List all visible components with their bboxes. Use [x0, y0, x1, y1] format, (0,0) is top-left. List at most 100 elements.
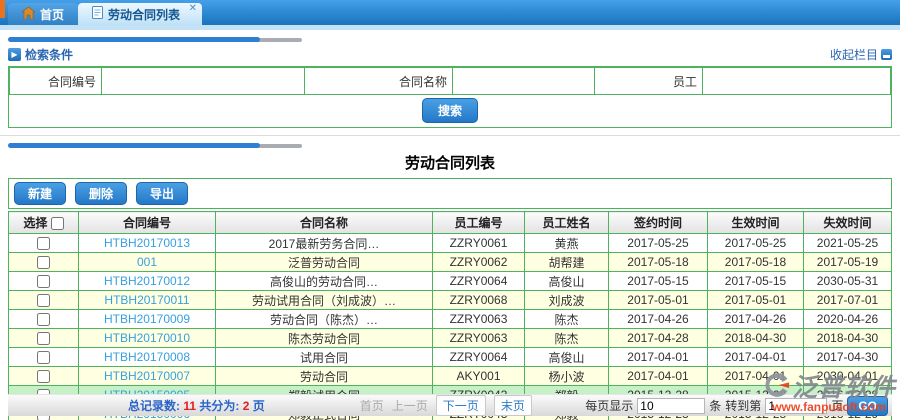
- contract-id-link[interactable]: HTBH20170010: [103, 331, 191, 345]
- emp-name-cell: 胡帮建: [524, 252, 609, 272]
- table-row: HTBH20170013 2017最新劳务合同… ZZRY0061 黄燕 201…: [8, 233, 892, 253]
- sign-date-cell: 2017-04-01: [608, 347, 708, 367]
- header-start-date: 生效时间: [707, 211, 804, 234]
- row-checkbox[interactable]: [37, 332, 50, 346]
- collapse-link-label: 收起栏目: [829, 48, 878, 62]
- contract-id-link[interactable]: HTBH20170012: [103, 274, 191, 288]
- contract-name-cell: 劳动合同（陈杰）…: [215, 309, 433, 329]
- row-checkbox[interactable]: [37, 237, 50, 251]
- contract-id-input[interactable]: [102, 68, 304, 94]
- header-end-date: 失效时间: [803, 211, 892, 234]
- contract-id-link[interactable]: HTBH20170011: [104, 293, 190, 307]
- row-checkbox[interactable]: [37, 294, 50, 308]
- contract-id-link[interactable]: HTBH20170008: [103, 350, 191, 364]
- export-button[interactable]: 导出: [136, 182, 189, 205]
- start-date-cell: 2017-05-15: [707, 271, 804, 291]
- pages-suffix: 页: [252, 399, 265, 413]
- contract-id-link[interactable]: 001: [136, 255, 158, 269]
- tab-home[interactable]: 首页: [8, 3, 79, 25]
- contract-name-cell: 2017最新劳务合同…: [215, 233, 433, 253]
- search-panel-title: 检索条件: [25, 48, 74, 62]
- header-select-label: 选择: [23, 216, 48, 230]
- sign-date-cell: 2017-04-28: [608, 328, 708, 348]
- select-all-checkbox[interactable]: [50, 217, 64, 231]
- row-select-cell: [8, 347, 79, 367]
- table-row: HTBH20170009 劳动合同（陈杰）… ZZRY0063 陈杰 2017-…: [8, 309, 892, 329]
- row-id-cell: HTBH20170011: [78, 290, 216, 310]
- last-page-link[interactable]: 末页: [493, 395, 532, 416]
- per-page-input[interactable]: [637, 397, 706, 414]
- row-id-cell: HTBH20170009: [78, 309, 216, 329]
- header-sign-date: 签约时间: [608, 211, 708, 234]
- search-button-row: 搜索: [9, 95, 891, 127]
- emp-name-cell: 陈杰: [524, 309, 609, 329]
- employee-input[interactable]: [703, 68, 890, 94]
- end-date-cell: 2018-04-30: [803, 328, 892, 348]
- row-checkbox[interactable]: [37, 275, 50, 289]
- expand-icon[interactable]: ▶: [8, 48, 21, 61]
- table-row: HTBH20170012 高俊山的劳动合同… ZZRY0064 高俊山 2017…: [8, 271, 892, 291]
- emp-name-cell: 黄燕: [524, 233, 609, 253]
- table-row: HTBH20170011 劳动试用合同（刘成波）… ZZRY0068 刘成波 2…: [8, 290, 892, 310]
- page-count: 2: [242, 399, 250, 413]
- row-checkbox[interactable]: [37, 370, 50, 384]
- next-page-link[interactable]: 下一页: [435, 395, 486, 416]
- contract-id-link[interactable]: HTBH20170009: [103, 312, 191, 326]
- end-date-cell: 2030-04-01: [803, 366, 892, 386]
- table-row: 001 泛普劳动合同 ZZRY0062 胡帮建 2017-05-18 2017-…: [8, 252, 892, 272]
- tab-contract-list-label: 劳动合同列表: [108, 7, 181, 22]
- sign-date-cell: 2017-04-26: [608, 309, 708, 329]
- table-row: HTBH20170008 试用合同 ZZRY0064 高俊山 2017-04-0…: [8, 347, 892, 367]
- prev-page-link[interactable]: 上一页: [391, 399, 428, 413]
- row-select-cell: [8, 271, 79, 291]
- header-contract-name: 合同名称: [215, 211, 433, 234]
- row-checkbox[interactable]: [37, 256, 50, 270]
- contract-id-field-label: 合同编号: [9, 67, 102, 95]
- start-date-cell: 2017-05-18: [707, 252, 804, 272]
- row-id-cell: HTBH20170013: [78, 233, 216, 253]
- per-page-suffix: 条: [709, 399, 722, 413]
- collapse-columns-link[interactable]: 收起栏目: [830, 46, 892, 63]
- end-date-cell: 2017-04-30: [803, 347, 892, 367]
- contract-name-cell: 陈杰劳动合同: [215, 328, 433, 348]
- row-select-cell: [8, 252, 79, 272]
- tab-strip: [0, 25, 900, 30]
- emp-name-cell: 杨小波: [524, 366, 609, 386]
- go-button[interactable]: GO: [847, 395, 888, 416]
- loading-bar-blue: [8, 37, 260, 42]
- total-count: 11: [183, 399, 197, 413]
- loading-bar-grey: [256, 143, 302, 148]
- contract-name-field-label: 合同名称: [304, 67, 453, 95]
- emp-id-cell: ZZRY0061: [432, 233, 525, 253]
- row-id-cell: 001: [78, 252, 216, 272]
- row-checkbox[interactable]: [37, 313, 50, 327]
- loading-bar-blue: [8, 143, 260, 148]
- start-date-cell: 2017-05-25: [707, 233, 804, 253]
- new-button[interactable]: 新建: [14, 182, 67, 205]
- goto-page-input[interactable]: [765, 397, 828, 414]
- contract-id-link[interactable]: HTBH20170007: [103, 369, 191, 383]
- contract-id-link[interactable]: HTBH20170013: [103, 236, 191, 250]
- row-select-cell: [8, 290, 79, 310]
- page-title: 劳动合同列表: [404, 155, 495, 172]
- emp-id-cell: ZZRY0064: [432, 271, 525, 291]
- tab-contract-list[interactable]: 劳动合同列表 ✕: [78, 3, 203, 25]
- pager: 首页 上一页 下一页 末页: [360, 395, 532, 416]
- per-page-label: 每页显示: [585, 399, 634, 413]
- sign-date-cell: 2017-05-25: [608, 233, 708, 253]
- collapse-icon: [881, 49, 892, 60]
- close-icon[interactable]: ✕: [188, 3, 198, 14]
- row-checkbox[interactable]: [37, 351, 50, 365]
- contract-name-input[interactable]: [453, 68, 594, 94]
- contract-name-cell: 试用合同: [215, 347, 433, 367]
- contract-table: 选择 合同编号 合同名称 员工编号 员工姓名 签约时间 生效时间 失效时间 HT…: [8, 211, 892, 420]
- search-button[interactable]: 搜索: [421, 98, 478, 123]
- row-select-cell: [8, 328, 79, 348]
- search-form: 合同编号 合同名称 员工 搜索: [8, 66, 892, 128]
- first-page-link[interactable]: 首页: [359, 399, 384, 413]
- goto-suffix: 页: [831, 399, 844, 413]
- section-divider: [0, 135, 900, 136]
- start-date-cell: 2017-04-01: [707, 366, 804, 386]
- delete-button[interactable]: 删除: [75, 182, 128, 205]
- emp-id-cell: ZZRY0068: [432, 290, 525, 310]
